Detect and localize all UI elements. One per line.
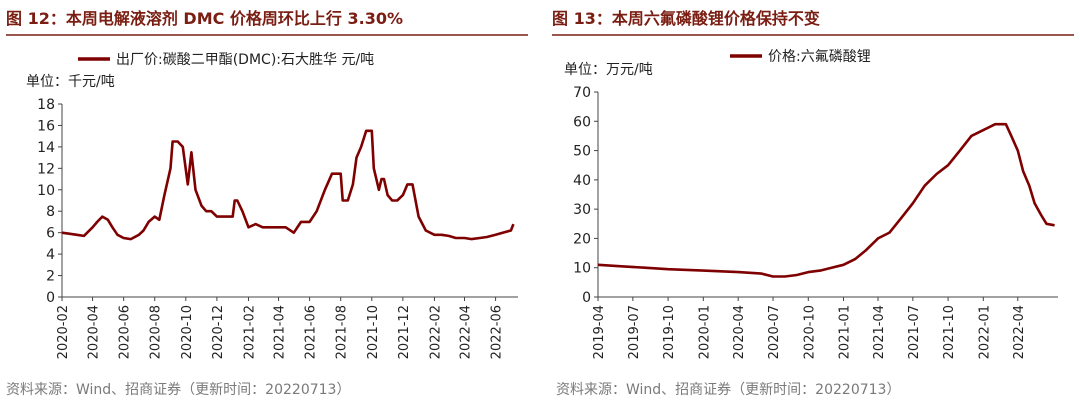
x-tick-label: 2019-10 xyxy=(662,305,677,359)
y-tick-label: 18 xyxy=(37,97,55,113)
y-tick-label: 50 xyxy=(573,144,591,160)
chart-title: 图 12：本周电解液溶剂 DMC 价格周环比上行 3.30% xyxy=(6,9,403,28)
x-tick-label: 2021-10 xyxy=(366,305,381,359)
y-tick-label: 0 xyxy=(582,290,591,306)
y-tick-label: 30 xyxy=(573,202,591,218)
x-tick-label: 2020-04 xyxy=(87,305,102,359)
x-tick-label: 2022-02 xyxy=(428,305,443,359)
x-tick-label: 2022-04 xyxy=(459,305,474,359)
x-tick-label: 2021-10 xyxy=(942,305,957,359)
lipf6-price-chart: 图 13：本周六氟磷酸锂价格保持不变 价格:六氟磷酸锂 单位：万元/吨 0 10 2… xyxy=(552,9,1074,398)
x-tick-label: 2020-02 xyxy=(56,305,71,359)
x-tick-label: 2020-10 xyxy=(180,305,195,359)
plot-area: 0 2 4 6 8 10 12 14 16 18 2020-02 2020-04 2020-06 2020… xyxy=(37,97,518,359)
x-tick-label: 2021-12 xyxy=(397,305,412,359)
legend: 价格:六氟磷酸锂 xyxy=(730,49,871,65)
y-tick-label: 2 xyxy=(46,269,55,285)
x-tick-label: 2021-06 xyxy=(304,305,319,359)
x-tick-label: 2022-01 xyxy=(977,305,992,359)
y-tick-label: 16 xyxy=(37,118,55,134)
y-tick-label: 0 xyxy=(46,290,55,306)
x-tick-label: 2021-07 xyxy=(907,305,922,359)
x-tick-label: 2022-04 xyxy=(1012,305,1027,359)
x-tick-label: 2020-12 xyxy=(211,305,226,359)
x-tick-label: 2021-04 xyxy=(872,305,887,359)
y-tick-label: 10 xyxy=(37,183,55,199)
legend-label: 价格:六氟磷酸锂 xyxy=(768,49,871,65)
dmc-price-chart: 图 12：本周电解液溶剂 DMC 价格周环比上行 3.30% 出厂价:碳酸二甲酯… xyxy=(6,9,528,398)
y-tick-label: 70 xyxy=(573,85,591,101)
x-tick-label: 2021-02 xyxy=(242,305,257,359)
x-tick-label: 2020-08 xyxy=(149,305,164,359)
x-tick-label: 2021-04 xyxy=(273,305,288,359)
x-tick-label: 2022-06 xyxy=(490,305,505,359)
source-note: 资料来源：Wind、招商证券（更新时间：20220713） xyxy=(556,382,900,398)
y-tick-label: 14 xyxy=(37,140,55,156)
x-tick-label: 2021-08 xyxy=(335,305,350,359)
x-tick-label: 2021-01 xyxy=(838,305,853,359)
unit-label: 单位：千元/吨 xyxy=(26,74,115,90)
y-tick-label: 60 xyxy=(573,114,591,130)
x-tick-label: 2020-10 xyxy=(802,305,817,359)
x-tick-label: 2020-04 xyxy=(732,305,747,359)
x-tick-label: 2020-07 xyxy=(767,305,782,359)
y-tick-label: 4 xyxy=(46,247,55,263)
chart-title: 图 13：本周六氟磷酸锂价格保持不变 xyxy=(552,9,820,28)
y-tick-label: 8 xyxy=(46,204,55,220)
legend: 出厂价:碳酸二甲酯(DMC):石大胜华 元/吨 xyxy=(78,52,374,68)
legend-label: 出厂价:碳酸二甲酯(DMC):石大胜华 元/吨 xyxy=(116,52,374,68)
x-tick-label: 2020-01 xyxy=(697,305,712,359)
plot-area: 0 10 20 30 40 50 60 70 2019-04 2019-07 2019-10 2020… xyxy=(573,85,1058,359)
y-tick-label: 40 xyxy=(573,173,591,189)
y-tick-label: 10 xyxy=(573,261,591,277)
x-tick-label: 2019-07 xyxy=(627,305,642,359)
series-line xyxy=(61,129,515,241)
y-tick-label: 12 xyxy=(37,161,55,177)
y-tick-label: 6 xyxy=(46,226,55,242)
x-tick-label: 2019-04 xyxy=(592,305,607,359)
series-line xyxy=(597,122,1055,278)
y-tick-label: 20 xyxy=(573,231,591,247)
source-note: 资料来源：Wind、招商证券（更新时间：20220713） xyxy=(6,382,350,398)
unit-label: 单位：万元/吨 xyxy=(564,62,653,78)
x-tick-label: 2020-06 xyxy=(118,305,133,359)
